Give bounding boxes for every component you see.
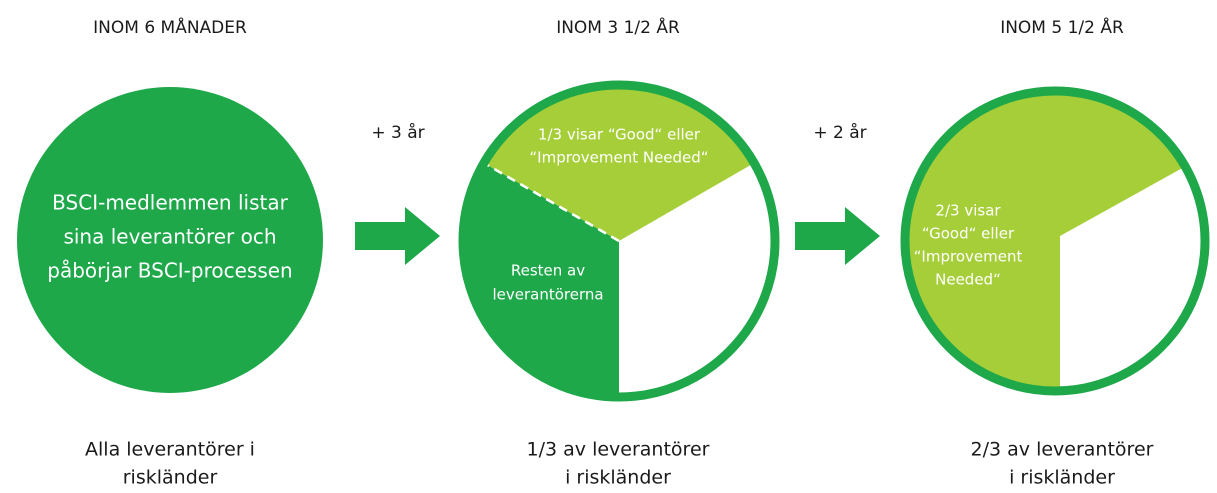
good-text: Needed“ [935,271,1001,289]
rest-text: Resten av [511,262,585,280]
circle-text: BSCI-medlemmen listar [52,191,288,215]
stage-circle-ring [900,86,1210,396]
transition-label: + 3 år [371,122,424,143]
good-text: “Improvement [914,248,1023,266]
stage-heading: INOM 3 1/2 ÅR [556,16,680,38]
good-text: 1/3 visar “Good“ eller [538,126,701,144]
rest-sector [464,164,619,395]
transition-label: + 2 år [813,122,866,143]
arrow [355,207,440,265]
caption: i riskländer [1009,467,1115,489]
good-text: “Improvement Needed“ [529,149,708,167]
circle-text: påbörjar BSCI-processen [47,259,292,283]
caption: 1/3 av leverantörer [527,439,710,461]
caption: riskländer [123,467,218,489]
dashed-divider [484,162,620,243]
good-text: 2/3 visar [935,202,1001,220]
stage-heading: INOM 6 MÅNADER [93,16,247,38]
stage-circle [17,87,323,393]
good-text: “Good“ eller [922,225,1015,243]
caption: i riskländer [565,467,671,489]
caption: Alla leverantörer i [85,439,255,461]
stage-heading: INOM 5 1/2 ÅR [1000,16,1124,38]
rest-text: leverantörerna [492,286,603,304]
good-sector [906,92,1186,393]
circle-text: sina leverantörer och [63,225,276,249]
stage-circle-ring [458,80,780,402]
caption: 2/3 av leverantörer [971,439,1154,461]
arrow [795,207,880,265]
